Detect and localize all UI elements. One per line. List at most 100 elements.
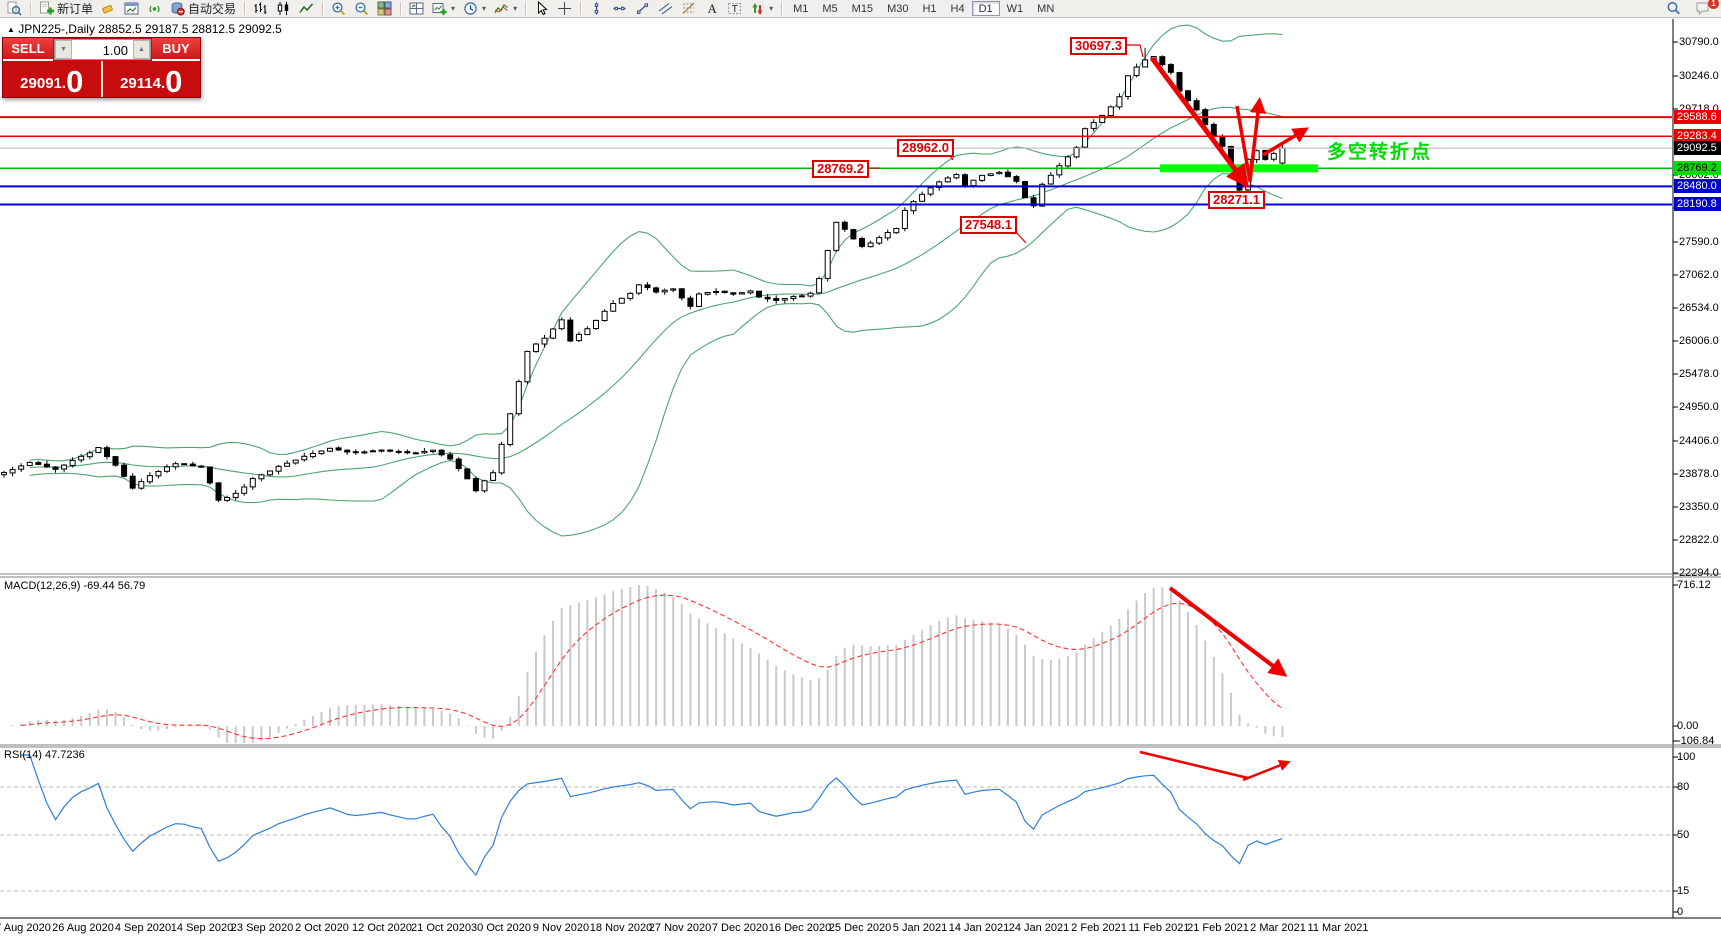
- text-tool-button[interactable]: A: [700, 1, 723, 17]
- indicators-list-button[interactable]: ▾: [490, 1, 521, 17]
- chevron-down-icon: ▾: [769, 4, 774, 13]
- indicator-icon: [494, 4, 508, 14]
- price-badge: 28769.2: [1674, 161, 1721, 175]
- y-axis-tick: 27590.0: [1679, 236, 1719, 248]
- newchart-plus-icon: [432, 3, 447, 15]
- eraser-icon: [102, 4, 113, 14]
- candlestick-mode-button[interactable]: [272, 1, 295, 17]
- timeframe-mn-button[interactable]: MN: [1030, 1, 1062, 16]
- x-axis-date: 21 Oct 2020: [411, 922, 471, 934]
- x-axis-date: 18 Nov 2020: [589, 922, 653, 934]
- y-axis-tick: 22294.0: [1679, 567, 1719, 579]
- timeframe-m5-button[interactable]: M5: [815, 1, 845, 16]
- zoom-out-button[interactable]: [350, 1, 373, 17]
- x-axis-date: 14 Jan 2021: [948, 922, 1010, 934]
- search-button[interactable]: [1662, 1, 1685, 17]
- text-icon: A: [708, 1, 718, 16]
- timeframe-m15-button[interactable]: M15: [844, 1, 881, 16]
- crosshair-tool-button[interactable]: [553, 1, 576, 17]
- new-order-button[interactable]: 新订单: [35, 1, 97, 17]
- y-axis-tick: 22822.0: [1679, 534, 1719, 546]
- arrange-windows-button[interactable]: [405, 1, 428, 17]
- rsi-axis-tick: 0: [1677, 906, 1684, 918]
- periods-button[interactable]: ▾: [459, 1, 490, 17]
- equidistant-channel-tool-button[interactable]: [654, 1, 677, 17]
- rsi-axis-tick: 50: [1677, 829, 1690, 841]
- timeframe-m30-button[interactable]: M30: [880, 1, 916, 16]
- new-chart-window-button[interactable]: [120, 1, 143, 17]
- timeframe-h4-button[interactable]: H4: [943, 1, 972, 16]
- search-icon: [1667, 2, 1680, 15]
- x-axis-date: 9 Nov 2020: [532, 922, 590, 934]
- price-badge: 29588.6: [1674, 110, 1721, 124]
- label-icon: T: [728, 3, 742, 15]
- annotation-arrow: [1149, 56, 1249, 189]
- y-axis-tick: 24406.0: [1679, 435, 1719, 447]
- s ell-button[interactable]: SELL: [3, 38, 53, 61]
- bar-chart-mode-button[interactable]: [249, 1, 272, 17]
- buy-price[interactable]: 29114. 0: [103, 61, 201, 97]
- add-chart-button[interactable]: ▾: [428, 1, 459, 17]
- svg-text:T: T: [732, 4, 738, 15]
- y-axis-tick: 24950.0: [1679, 401, 1719, 413]
- eraser-button[interactable]: [97, 1, 120, 17]
- volume-decrease-button[interactable]: ▼: [55, 40, 72, 59]
- chart-preview-button[interactable]: [3, 1, 26, 17]
- vertical-line-tool-button[interactable]: [585, 1, 608, 17]
- signals-button[interactable]: [143, 1, 166, 17]
- x-axis-date: 24 Jan 2021: [1008, 922, 1070, 934]
- chart-title: ▲ JPN225-,Daily 28852.5 29187.5 28812.5 …: [7, 22, 282, 36]
- tile-windows-button[interactable]: [373, 1, 396, 17]
- buy-button[interactable]: BUY: [152, 38, 200, 61]
- x-axis-date: 2 Oct 2020: [295, 922, 349, 934]
- timeframe-w1-button[interactable]: W1: [999, 1, 1031, 16]
- cursor-tool-button[interactable]: [530, 1, 553, 17]
- x-axis-date: 4 Sep 2020: [114, 922, 172, 934]
- macd-axis-tick: 716.12: [1677, 579, 1711, 591]
- clock-icon: [464, 2, 477, 15]
- x-axis-date: 5 Jan 2021: [892, 922, 948, 934]
- auto-trading-button[interactable]: 自动交易: [166, 1, 240, 17]
- volume-increase-button[interactable]: ▲: [133, 40, 150, 59]
- fibo-icon: [682, 2, 695, 14]
- volume-stepper: ▼ 1.00 ▲: [54, 39, 151, 60]
- y-axis-tick: 25478.0: [1679, 368, 1719, 380]
- price-callout-label: 28769.2: [812, 160, 869, 178]
- layout-icon: [409, 2, 424, 15]
- timeframe-h1-button[interactable]: H1: [915, 1, 944, 16]
- toolbar-separator: [781, 2, 783, 15]
- shapes-icon: [752, 3, 763, 15]
- symbol-marker-icon[interactable]: ▲: [7, 25, 15, 34]
- horizontal-line-tool-button[interactable]: [608, 1, 631, 17]
- price-badge: 29283.4: [1674, 129, 1721, 143]
- macd-axis-tick: 0.00: [1677, 720, 1699, 732]
- timeframe-m1-button[interactable]: M1: [786, 1, 816, 16]
- volume-value[interactable]: 1.00: [102, 43, 128, 58]
- x-axis-date: 11 Feb 2021: [1128, 922, 1190, 934]
- x-axis-date: 25 Dec 2020: [828, 922, 892, 934]
- line-chart-mode-button[interactable]: [295, 1, 318, 17]
- x-axis-date: 23 Sep 2020: [230, 922, 294, 934]
- zoom-in-icon: [332, 2, 346, 16]
- buy-price-main: 29114: [120, 75, 161, 92]
- vline-icon: [594, 2, 599, 15]
- macd-axis-tick: -106.84: [1677, 735, 1715, 747]
- fibonacci-tool-button[interactable]: [677, 1, 700, 17]
- rsi-pane-label: RSI(14) 47.7236: [4, 749, 85, 761]
- x-axis-date: 11 Mar 2021: [1307, 922, 1369, 934]
- sell-price[interactable]: 29091. 0: [3, 61, 101, 97]
- autotrade-icon: [171, 2, 185, 16]
- linechart-icon: [299, 3, 314, 13]
- timeframe-d1-button[interactable]: D1: [971, 1, 1000, 16]
- annotation-arrow: [1235, 97, 1266, 183]
- arrows-tool-button[interactable]: ▾: [746, 1, 777, 17]
- zoom-in-button[interactable]: [327, 1, 350, 17]
- hline-icon: [613, 6, 626, 11]
- annotation-arrow: [1242, 760, 1291, 782]
- trendline-tool-button[interactable]: [631, 1, 654, 17]
- text-label-tool-button[interactable]: T: [723, 1, 746, 17]
- notifications-button[interactable]: 1: [1691, 0, 1719, 17]
- x-axis-date: 2 Mar 2021: [1250, 922, 1306, 934]
- tile-icon: [377, 1, 392, 16]
